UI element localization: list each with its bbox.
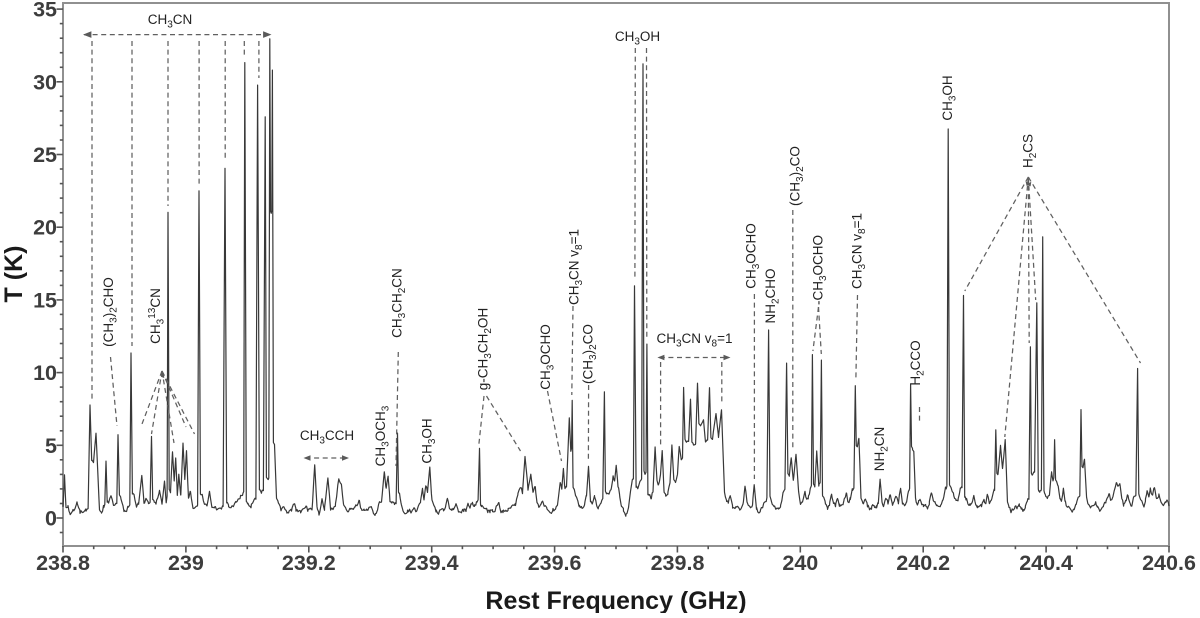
svg-text:15: 15: [33, 288, 57, 312]
svg-text:239.6: 239.6: [528, 551, 582, 575]
svg-text:240.2: 240.2: [896, 551, 950, 575]
svg-text:239.8: 239.8: [651, 551, 705, 575]
svg-text:Rest Frequency (GHz): Rest Frequency (GHz): [485, 587, 746, 613]
svg-text:239.2: 239.2: [282, 551, 336, 575]
svg-text:25: 25: [33, 143, 57, 167]
svg-text:240.4: 240.4: [1019, 551, 1073, 575]
svg-text:20: 20: [33, 216, 57, 240]
svg-text:T (K): T (K): [0, 246, 28, 303]
svg-text:239: 239: [168, 551, 204, 575]
svg-text:35: 35: [33, 0, 57, 22]
svg-text:0: 0: [45, 507, 57, 531]
svg-text:5: 5: [45, 434, 57, 458]
svg-text:239.4: 239.4: [405, 551, 459, 575]
svg-text:240: 240: [782, 551, 818, 575]
svg-text:240.6: 240.6: [1142, 551, 1196, 575]
svg-text:238.8: 238.8: [36, 551, 90, 575]
svg-text:10: 10: [33, 361, 57, 385]
svg-text:30: 30: [33, 70, 57, 94]
